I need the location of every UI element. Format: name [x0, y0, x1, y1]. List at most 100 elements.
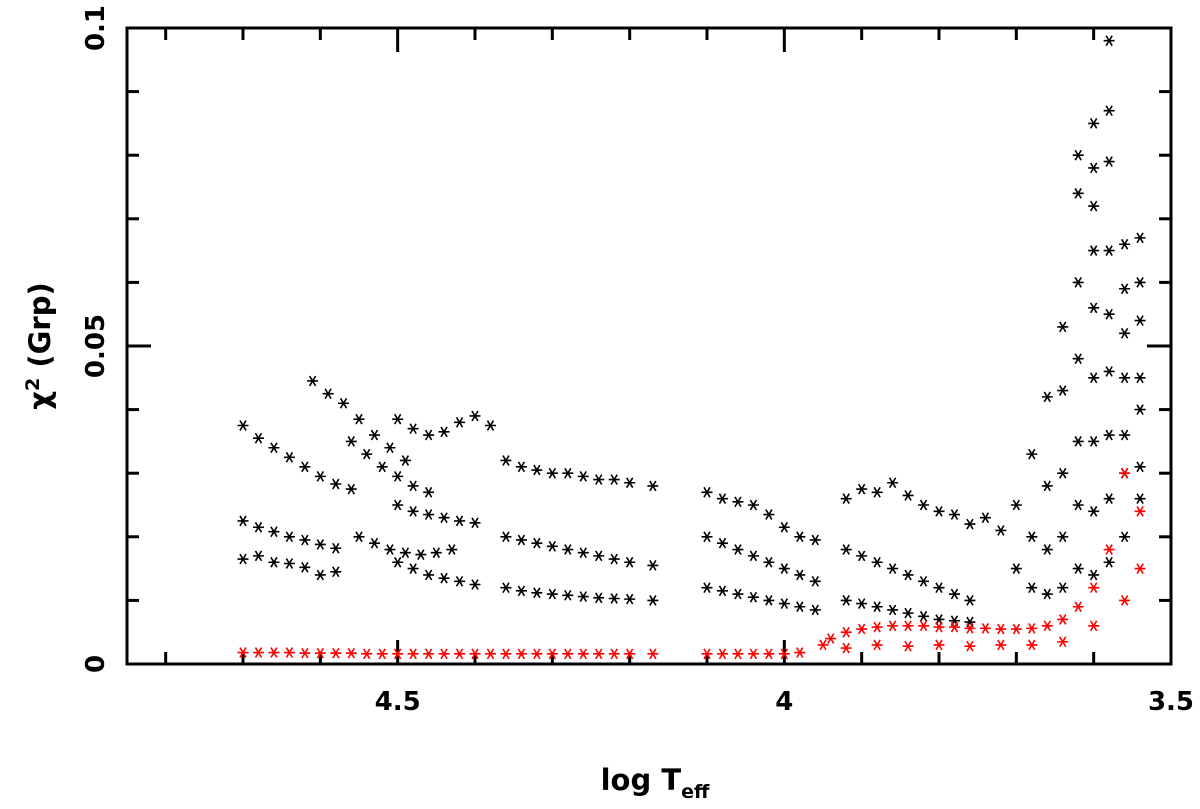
- data-point: [423, 509, 435, 520]
- data-point: [794, 569, 806, 581]
- data-point: [1026, 623, 1038, 634]
- data-point: [399, 455, 411, 466]
- data-point: [1072, 353, 1084, 365]
- data-point: [794, 531, 806, 543]
- data-point: [701, 648, 713, 660]
- data-point: [918, 620, 930, 632]
- data-point: [964, 595, 976, 606]
- data-point: [330, 478, 342, 490]
- data-point: [778, 598, 790, 609]
- data-point: [283, 647, 295, 658]
- data-point: [794, 647, 806, 658]
- data-point: [1134, 563, 1146, 574]
- data-point: [1057, 467, 1069, 479]
- data-point: [1088, 436, 1100, 447]
- data-point: [1103, 493, 1115, 505]
- data-point: [825, 633, 837, 644]
- data-point: [1119, 467, 1131, 479]
- data-point: [299, 561, 311, 573]
- data-point: [840, 544, 852, 555]
- data-point: [237, 515, 249, 527]
- data-point: [1057, 636, 1069, 648]
- data-point: [1134, 277, 1146, 288]
- data-point: [778, 521, 790, 533]
- data-point: [747, 499, 759, 511]
- data-point: [1041, 588, 1053, 600]
- data-point: [871, 639, 883, 651]
- data-point: [979, 512, 991, 524]
- data-point: [515, 585, 527, 597]
- data-point: [933, 505, 945, 517]
- data-point: [268, 526, 280, 538]
- data-point: [763, 648, 775, 660]
- data-point: [515, 461, 527, 473]
- data-point: [1103, 308, 1115, 320]
- data-point: [368, 537, 380, 549]
- data-point: [577, 471, 589, 482]
- data-point: [887, 477, 899, 489]
- data-point: [933, 582, 945, 594]
- data-point: [469, 517, 481, 529]
- y-axis-label-sup: 2: [22, 378, 44, 391]
- data-point: [345, 483, 357, 495]
- data-point: [438, 648, 450, 660]
- data-point: [469, 648, 481, 660]
- data-point: [307, 375, 319, 387]
- data-point: [647, 595, 659, 606]
- data-point: [1119, 238, 1131, 250]
- data-point: [716, 585, 728, 597]
- data-point: [933, 621, 945, 633]
- data-point: [314, 471, 326, 482]
- data-point: [546, 467, 558, 479]
- data-point: [283, 558, 295, 569]
- data-point: [500, 648, 512, 660]
- data-point: [515, 534, 527, 546]
- data-point: [1119, 283, 1131, 295]
- data-point: [647, 648, 659, 660]
- data-point: [454, 575, 466, 587]
- series-black: [237, 35, 1146, 628]
- data-point: [701, 531, 713, 543]
- data-point: [330, 566, 342, 578]
- data-point: [454, 416, 466, 428]
- data-point: [918, 610, 930, 622]
- data-point: [1119, 327, 1131, 339]
- data-point: [299, 534, 311, 546]
- data-point: [1134, 404, 1146, 415]
- data-point: [593, 648, 605, 660]
- data-point: [840, 626, 852, 638]
- data-point: [1103, 544, 1115, 555]
- data-point: [747, 591, 759, 603]
- data-point: [314, 569, 326, 581]
- data-point: [562, 589, 574, 601]
- data-point: [330, 647, 342, 659]
- data-point: [438, 512, 450, 524]
- data-point: [933, 639, 945, 651]
- data-point: [1026, 531, 1038, 543]
- data-point: [817, 639, 829, 651]
- data-point: [392, 413, 404, 425]
- data-point: [624, 648, 636, 660]
- data-point: [531, 648, 543, 660]
- data-point: [423, 569, 435, 581]
- data-point: [469, 410, 481, 422]
- data-point: [1134, 372, 1146, 384]
- data-point: [1103, 156, 1115, 167]
- data-point: [1072, 277, 1084, 288]
- data-point: [252, 432, 264, 444]
- data-point: [1057, 531, 1069, 543]
- data-point: [1057, 385, 1069, 396]
- data-point: [763, 509, 775, 520]
- data-point: [840, 595, 852, 606]
- x-tick-label: 4.5: [375, 687, 421, 717]
- data-point: [1088, 620, 1100, 632]
- data-point: [1088, 372, 1100, 384]
- data-point: [430, 547, 442, 559]
- data-point: [871, 486, 883, 498]
- data-point: [871, 556, 883, 568]
- data-point: [948, 621, 960, 633]
- data-point: [1119, 595, 1131, 606]
- data-point: [948, 509, 960, 520]
- data-point: [1103, 35, 1115, 47]
